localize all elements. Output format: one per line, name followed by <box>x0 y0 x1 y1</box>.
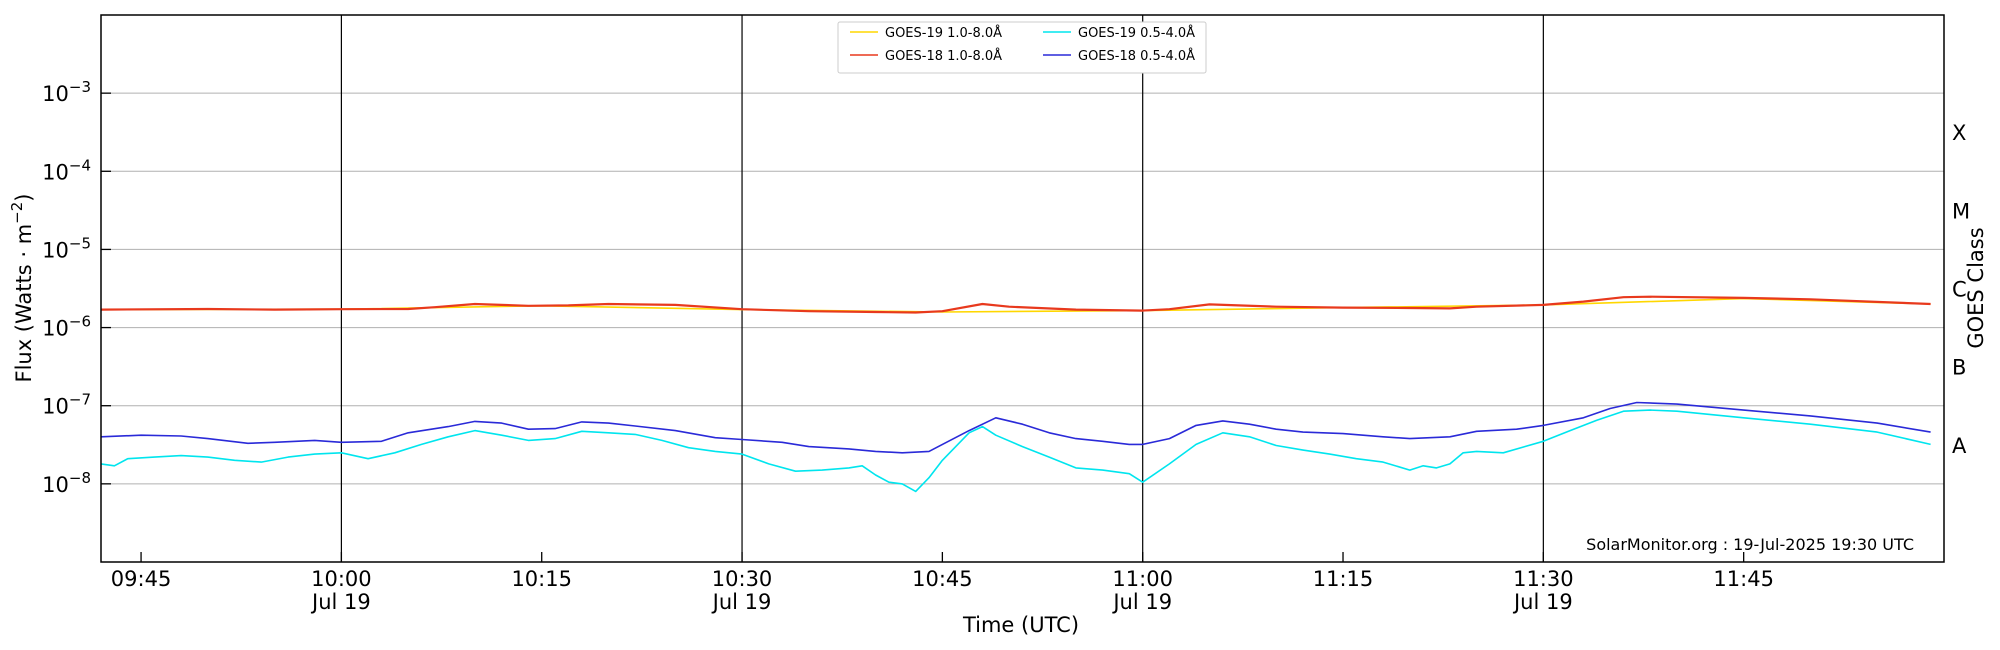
y-tick-base: 10 <box>42 317 69 341</box>
y-axis-title-close: ) <box>12 193 36 201</box>
legend-label-4: GOES-18 0.5-4.0Å <box>1078 48 1195 64</box>
y-ticks: 10−810−710−610−510−410−3 <box>42 78 111 497</box>
credit-text: SolarMonitor.org : 19-Jul-2025 19:30 UTC <box>1586 535 1914 554</box>
legend-label-3: GOES-19 0.5-4.0Å <box>1078 25 1195 41</box>
y-tick-base: 10 <box>42 473 69 497</box>
goes-class-labels: A B C M X <box>1952 121 1970 458</box>
series-line-4 <box>100 401 1931 454</box>
goes-class-x: X <box>1952 121 1966 145</box>
y-tick-base: 10 <box>42 160 69 184</box>
y-tick-label: 10−4 <box>42 156 91 184</box>
y-axis-title: Flux (Watts · m−2) <box>8 193 36 382</box>
x-tick-date: Jul 19 <box>1512 590 1573 614</box>
y-tick-base: 10 <box>42 238 69 262</box>
x-tick-label: 10:15 <box>511 567 572 591</box>
y-tick-base: 10 <box>42 395 69 419</box>
x-tick-date: Jul 19 <box>1111 590 1172 614</box>
y-axis-title-sup: −2 <box>8 202 26 224</box>
y-tick-exponent: −4 <box>69 156 91 174</box>
plot-frame <box>100 14 1945 563</box>
legend-label-2: GOES-18 1.0-8.0Å <box>885 48 1002 64</box>
x-tick-label: 11:15 <box>1313 567 1374 591</box>
y-axis-title-main: Flux (Watts · m <box>12 224 36 383</box>
grid <box>101 92 1944 485</box>
x-axis-title: Time (UTC) <box>962 613 1079 637</box>
legend: GOES-19 1.0-8.0Å GOES-18 1.0-8.0Å GOES-19 … <box>837 21 1207 74</box>
goes-class-b: B <box>1952 356 1966 380</box>
y-tick-label: 10−8 <box>42 469 91 497</box>
series-line-3 <box>100 409 1931 493</box>
y-tick-exponent: −3 <box>69 78 91 96</box>
legend-box <box>837 21 1207 74</box>
series-lines <box>100 295 1931 493</box>
y-tick-label: 10−6 <box>42 313 91 341</box>
goes-class-a: A <box>1952 434 1967 458</box>
x-tick-label: 10:00 <box>311 567 372 591</box>
y-tick-exponent: −5 <box>69 234 91 252</box>
x-tick-label: 10:45 <box>912 567 973 591</box>
y-tick-exponent: −7 <box>69 391 91 409</box>
y-tick-base: 10 <box>42 82 69 106</box>
goes-class-axis-title: GOES Class <box>1964 227 1988 348</box>
x-tick-label: 11:00 <box>1112 567 1173 591</box>
goes-class-c: C <box>1952 278 1967 302</box>
legend-label-1: GOES-19 1.0-8.0Å <box>885 25 1002 41</box>
y-tick-exponent: −6 <box>69 313 91 331</box>
x-tick-label: 10:30 <box>712 567 773 591</box>
x-tick-label: 11:30 <box>1513 567 1574 591</box>
x-tick-date: Jul 19 <box>711 590 772 614</box>
y-tick-exponent: −8 <box>69 469 91 487</box>
date-vertical-lines <box>340 15 1544 562</box>
x-tick-date: Jul 19 <box>310 590 371 614</box>
x-tick-label: 09:45 <box>111 567 172 591</box>
y-tick-label: 10−3 <box>42 78 91 106</box>
y-tick-label: 10−7 <box>42 391 91 419</box>
series-line-2 <box>100 295 1931 314</box>
x-tick-label: 11:45 <box>1713 567 1774 591</box>
y-tick-label: 10−5 <box>42 234 91 262</box>
goes-class-m: M <box>1952 199 1970 223</box>
